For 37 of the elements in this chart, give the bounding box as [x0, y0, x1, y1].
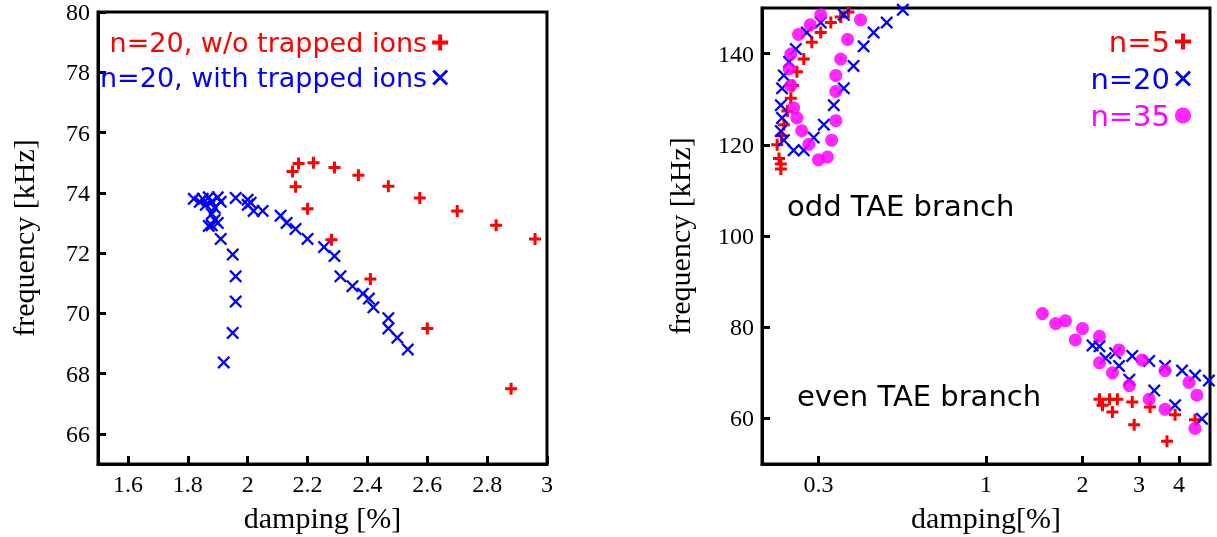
annotation: odd TAE branch: [787, 188, 1015, 223]
legend-label: n=20, with trapped ions: [99, 62, 428, 93]
x-tick-label: 2.4: [352, 471, 383, 497]
legend-label: n=5: [1108, 24, 1170, 59]
x-tick-label: 3: [1132, 471, 1145, 497]
y-axis-title: frequency [kHz]: [662, 137, 696, 335]
y-tick-label: 140: [718, 40, 754, 67]
x-axis-title: damping[%]: [911, 500, 1061, 534]
x-tick-label: 4: [1172, 471, 1185, 497]
x-tick-label: 1: [980, 471, 992, 497]
x-tick-label: 0.3: [803, 471, 834, 497]
legend-label: n=35: [1090, 98, 1170, 133]
y-tick-label: 100: [718, 223, 754, 249]
x-tick-label: 1.6: [112, 471, 143, 497]
legend-label: n=20: [1090, 61, 1170, 96]
x-axis-title: damping [%]: [243, 500, 402, 534]
y-tick-label: 120: [718, 131, 754, 158]
y-tick-label: 70: [66, 300, 90, 327]
y-tick-label: 66: [66, 420, 90, 447]
x-tick-label: 2.8: [472, 471, 503, 497]
y-axis-title: frequency [kHz]: [6, 139, 40, 337]
annotation: even TAE branch: [797, 378, 1042, 413]
y-tick-label: 80: [66, 0, 90, 25]
legend-label: n=20, w/o trapped ions: [109, 27, 428, 58]
x-tick-label: 2: [1076, 471, 1089, 497]
y-tick-label: 60: [730, 405, 754, 432]
y-tick-label: 76: [66, 119, 90, 146]
x-tick-label: 2: [241, 471, 254, 497]
y-tick-label: 78: [66, 59, 90, 86]
y-tick-label: 72: [66, 240, 90, 267]
x-tick-label: 3: [541, 471, 553, 497]
y-tick-label: 74: [66, 179, 90, 206]
y-tick-label: 80: [730, 314, 754, 341]
x-tick-label: 1.8: [172, 471, 203, 497]
x-tick-label: 2.2: [292, 471, 323, 497]
x-tick-label: 2.6: [412, 471, 443, 497]
y-tick-label: 68: [66, 360, 90, 387]
